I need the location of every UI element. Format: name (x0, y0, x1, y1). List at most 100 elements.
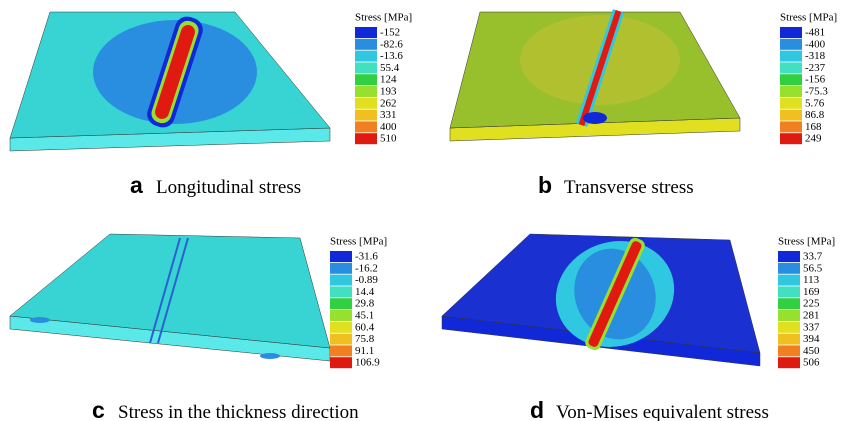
legend-swatch (778, 298, 800, 309)
legend-swatch (355, 74, 377, 85)
legend-label: 168 (805, 121, 822, 133)
caption: Von-Mises equivalent stress (556, 402, 769, 421)
legend-swatch (778, 251, 800, 262)
page: {"colormap": ["#1028d8", "#2a8ee0", "#30… (0, 0, 859, 421)
legend-label: 510 (380, 133, 397, 145)
legend-swatch (780, 98, 802, 109)
legend-label: -75.3 (805, 86, 828, 98)
legend-label: 29.8 (355, 298, 375, 310)
legend-swatch (330, 357, 352, 368)
legend-label: 394 (803, 333, 820, 345)
legend-label: 281 (803, 310, 820, 322)
legend-label: 33.7 (803, 251, 823, 263)
legend-swatch (780, 133, 802, 144)
legend-swatch (780, 110, 802, 121)
legend-swatch (330, 334, 352, 345)
legend-swatch (778, 275, 800, 286)
plate-b (450, 9, 740, 141)
legend-swatch (780, 86, 802, 97)
legend-label: -13.6 (380, 50, 403, 62)
legend-label: 337 (803, 321, 820, 333)
legend-label: -237 (805, 62, 826, 74)
legend-label: 262 (380, 97, 397, 109)
legend-label: 506 (803, 357, 820, 369)
legend-swatch (330, 263, 352, 274)
legend-swatch (780, 51, 802, 62)
plate-a (10, 12, 330, 151)
caption-letter: b (538, 172, 552, 198)
legend-swatch (355, 121, 377, 132)
legend-label: 56.5 (803, 262, 823, 274)
legend: Stress [MPa] -31.6-16.2-0.8914.429.845.16… (330, 236, 387, 369)
legend-label: -318 (805, 50, 826, 62)
legend-label: 400 (380, 121, 397, 133)
legend-swatch (780, 27, 802, 38)
legend-label: 14.4 (355, 286, 375, 298)
legend-label: 113 (803, 274, 820, 286)
legend-label: 55.4 (380, 62, 400, 74)
legend-label: 450 (803, 345, 820, 357)
legend-label: 86.8 (805, 109, 825, 121)
legend-label: 331 (380, 109, 397, 121)
legend-swatch (355, 51, 377, 62)
legend-label: -156 (805, 74, 826, 86)
caption: Longitudinal stress (156, 177, 301, 198)
legend-label: 60.4 (355, 321, 375, 333)
legend-title: Stress [MPa] (330, 236, 387, 248)
caption-letter: a (130, 172, 143, 198)
legend-label: -82.6 (380, 38, 403, 50)
legend-swatch (355, 86, 377, 97)
legend-label: -16.2 (355, 262, 378, 274)
caption-letter: d (530, 397, 544, 421)
legend-title: Stress [MPa] (780, 12, 837, 24)
legend-swatch (355, 98, 377, 109)
legend-swatch (780, 74, 802, 85)
legend-swatch (330, 322, 352, 333)
plate-c (10, 234, 330, 361)
legend-swatch (780, 121, 802, 132)
legend-swatch (355, 39, 377, 50)
legend-label: 45.1 (355, 310, 374, 322)
plate-d (442, 225, 760, 366)
legend-label: 169 (803, 286, 820, 298)
legend-swatch (778, 334, 800, 345)
legend-title: Stress [MPa] (778, 236, 835, 248)
legend-label: 193 (380, 86, 397, 98)
legend-swatch (330, 298, 352, 309)
legend-swatch (355, 27, 377, 38)
legend-swatch (330, 275, 352, 286)
legend-swatch (778, 357, 800, 368)
legend-label: -0.89 (355, 274, 378, 286)
legend-swatch (355, 62, 377, 73)
caption-letter: c (92, 397, 105, 421)
caption: Stress in the thickness direction (118, 402, 359, 421)
legend-swatch (355, 133, 377, 144)
legend-label: 91.1 (355, 345, 374, 357)
legend-swatch (778, 345, 800, 356)
legend-swatch (330, 251, 352, 262)
legend-swatch (778, 286, 800, 297)
legend-swatch (780, 39, 802, 50)
legend-label: -152 (380, 27, 400, 39)
legend-swatch (330, 345, 352, 356)
caption: Transverse stress (564, 177, 694, 198)
legend-label: -481 (805, 27, 825, 39)
legend-label: 106.9 (355, 357, 380, 369)
legend-swatch (330, 286, 352, 297)
legend-swatch (355, 110, 377, 121)
legend-label: -400 (805, 38, 826, 50)
legend-swatch (778, 322, 800, 333)
legend-swatch (330, 310, 352, 321)
figure: Stress [MPa]-152-82.6-13.655.41241932623… (0, 0, 859, 421)
legend-label: 124 (380, 74, 397, 86)
legend: Stress [MPa] -152-82.6-13.655.41241932623… (355, 12, 412, 145)
legend-swatch (778, 310, 800, 321)
legend-label: 225 (803, 298, 820, 310)
legend-title: Stress [MPa] (355, 12, 412, 24)
legend-label: -31.6 (355, 251, 378, 263)
legend-swatch (780, 62, 802, 73)
legend-label: 5.76 (805, 97, 825, 109)
legend: Stress [MPa] -481-400-318-237-156-75.35.7… (780, 12, 837, 145)
legend: Stress [MPa] 33.756.511316922528133739445… (778, 236, 835, 369)
legend-label: 75.8 (355, 333, 375, 345)
